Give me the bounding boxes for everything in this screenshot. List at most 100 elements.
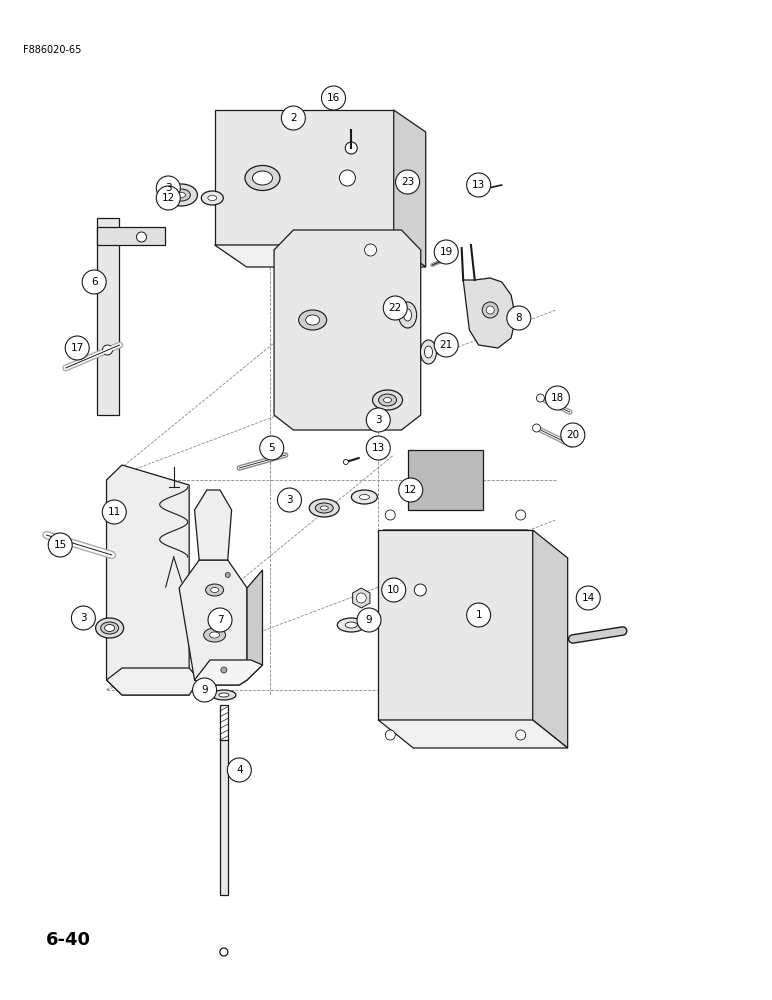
Circle shape xyxy=(434,240,459,264)
Circle shape xyxy=(357,608,381,632)
Circle shape xyxy=(208,608,232,632)
Bar xyxy=(96,227,164,245)
Circle shape xyxy=(381,578,406,602)
Text: 1: 1 xyxy=(476,610,482,620)
Circle shape xyxy=(533,424,540,432)
Text: 21: 21 xyxy=(439,340,453,350)
Ellipse shape xyxy=(425,346,432,358)
Text: 15: 15 xyxy=(53,540,67,550)
Text: F886020-65: F886020-65 xyxy=(23,45,82,55)
Ellipse shape xyxy=(165,184,198,206)
Circle shape xyxy=(466,173,491,197)
Circle shape xyxy=(82,270,107,294)
Text: 3: 3 xyxy=(286,495,293,505)
Ellipse shape xyxy=(100,622,119,634)
Text: 8: 8 xyxy=(516,313,522,323)
Circle shape xyxy=(156,176,181,200)
Polygon shape xyxy=(274,230,421,430)
Circle shape xyxy=(415,584,426,596)
Ellipse shape xyxy=(306,315,320,325)
Circle shape xyxy=(192,678,217,702)
Polygon shape xyxy=(394,110,425,267)
Ellipse shape xyxy=(360,494,369,499)
Circle shape xyxy=(385,730,395,740)
Text: 4: 4 xyxy=(236,765,242,775)
Ellipse shape xyxy=(204,628,225,642)
Ellipse shape xyxy=(384,397,391,402)
Circle shape xyxy=(357,593,366,603)
Ellipse shape xyxy=(345,622,357,628)
Circle shape xyxy=(277,488,302,512)
Text: 3: 3 xyxy=(165,183,171,193)
Text: 16: 16 xyxy=(327,93,340,103)
Text: 9: 9 xyxy=(201,685,208,695)
Bar xyxy=(378,530,533,720)
Ellipse shape xyxy=(337,618,365,632)
Ellipse shape xyxy=(398,302,417,328)
Circle shape xyxy=(537,394,544,402)
Ellipse shape xyxy=(96,618,124,638)
Text: 13: 13 xyxy=(472,180,486,190)
Text: 6-40: 6-40 xyxy=(46,931,91,949)
Polygon shape xyxy=(215,245,425,267)
Text: 9: 9 xyxy=(366,615,372,625)
Text: 12: 12 xyxy=(161,193,175,203)
Text: 2: 2 xyxy=(290,113,296,123)
Circle shape xyxy=(486,306,494,314)
Circle shape xyxy=(385,510,395,520)
Bar xyxy=(96,218,118,415)
Circle shape xyxy=(156,186,181,210)
Ellipse shape xyxy=(404,309,411,321)
Polygon shape xyxy=(383,530,528,620)
Polygon shape xyxy=(107,668,199,695)
Ellipse shape xyxy=(252,171,273,185)
Circle shape xyxy=(65,336,90,360)
Ellipse shape xyxy=(351,490,378,504)
Circle shape xyxy=(345,142,357,154)
Text: 10: 10 xyxy=(387,585,401,595)
Ellipse shape xyxy=(178,193,185,198)
Circle shape xyxy=(516,510,526,520)
Bar xyxy=(408,450,483,510)
Circle shape xyxy=(482,302,498,318)
Polygon shape xyxy=(247,570,262,680)
Circle shape xyxy=(516,730,526,740)
Text: 3: 3 xyxy=(80,613,86,623)
Circle shape xyxy=(469,190,473,194)
Circle shape xyxy=(398,478,423,502)
Circle shape xyxy=(281,106,306,130)
Circle shape xyxy=(576,586,601,610)
Text: 22: 22 xyxy=(388,303,402,313)
Text: 11: 11 xyxy=(107,507,121,517)
Ellipse shape xyxy=(378,394,397,406)
Text: 13: 13 xyxy=(371,443,385,453)
Bar xyxy=(220,738,228,895)
Circle shape xyxy=(560,423,585,447)
Ellipse shape xyxy=(210,632,219,638)
Text: 14: 14 xyxy=(581,593,595,603)
Circle shape xyxy=(48,533,73,557)
Ellipse shape xyxy=(320,506,328,510)
Text: 7: 7 xyxy=(217,615,223,625)
Ellipse shape xyxy=(299,310,327,330)
Circle shape xyxy=(383,296,408,320)
Ellipse shape xyxy=(212,690,236,700)
Polygon shape xyxy=(378,720,567,748)
Text: 5: 5 xyxy=(269,443,275,453)
Circle shape xyxy=(340,170,355,186)
Bar xyxy=(215,110,394,245)
Ellipse shape xyxy=(315,503,334,513)
Circle shape xyxy=(227,758,252,782)
Circle shape xyxy=(395,170,420,194)
Text: 17: 17 xyxy=(70,343,84,353)
Polygon shape xyxy=(195,660,262,685)
Ellipse shape xyxy=(205,584,224,596)
Ellipse shape xyxy=(105,624,114,632)
Text: 19: 19 xyxy=(439,247,453,257)
Polygon shape xyxy=(195,490,232,560)
Circle shape xyxy=(344,460,348,464)
Polygon shape xyxy=(107,465,189,695)
Ellipse shape xyxy=(219,693,229,697)
Ellipse shape xyxy=(211,587,218,592)
Circle shape xyxy=(366,408,391,432)
